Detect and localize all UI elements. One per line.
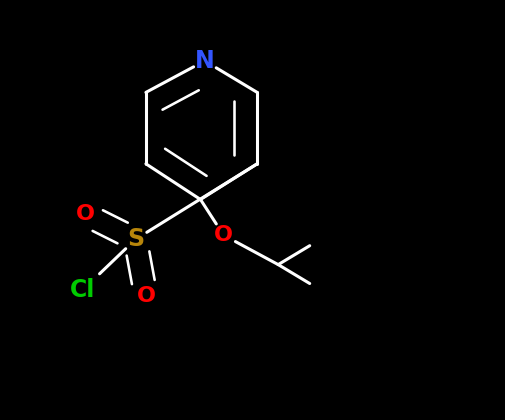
Text: O: O [214, 225, 233, 245]
Text: Cl: Cl [70, 278, 95, 302]
Text: N: N [194, 49, 214, 73]
Text: S: S [127, 227, 144, 252]
Text: O: O [136, 286, 155, 306]
Text: O: O [75, 204, 94, 224]
